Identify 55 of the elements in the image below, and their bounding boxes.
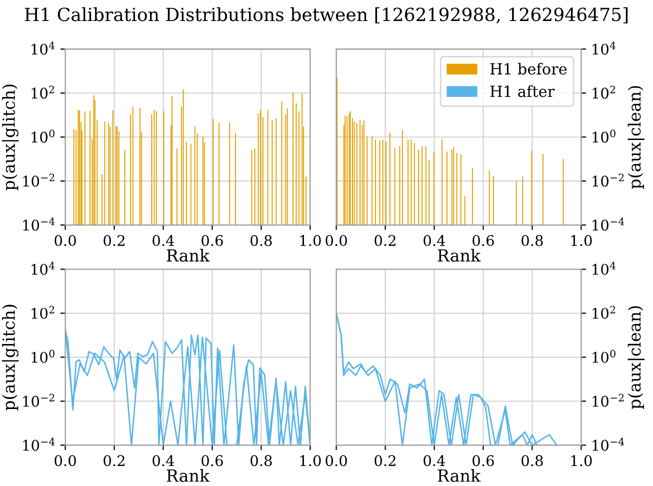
- x-axis-title: Rank: [166, 469, 210, 482]
- y-tick-label: 10$^{2}$: [32, 86, 54, 99]
- chart-title: H1 Calibration Distributions between [1262192988, 1262946475]: [24, 7, 628, 24]
- y-tick-label: 10$^{−2}$: [23, 174, 54, 187]
- x-tick-label: 1.0: [571, 455, 592, 466]
- x-tick-label: 0.4: [152, 455, 174, 466]
- y2-axis-title: p(aux|clean): [628, 306, 644, 410]
- x-tick-label: 0.0: [54, 455, 76, 466]
- legend-label: H1 before: [490, 62, 567, 75]
- y2-tick-label: 10$^{0}$: [592, 130, 616, 143]
- x-tick-label: 0.6: [202, 455, 223, 466]
- y-tick-label: 10$^{−4}$: [23, 438, 55, 451]
- x-tick-label: 1.0: [571, 235, 592, 246]
- y-tick-label: 10$^{−4}$: [23, 218, 55, 231]
- y2-tick-label: 10$^{4}$: [592, 262, 616, 275]
- x-tick-label: 1.0: [300, 235, 321, 246]
- y-axis-title: p(aux|glitch): [2, 304, 19, 410]
- y2-tick-label: 10$^{−4}$: [592, 438, 624, 451]
- x-tick-label: 0.8: [522, 235, 543, 246]
- x-axis-title: Rank: [438, 469, 481, 482]
- y2-tick-label: 10$^{2}$: [592, 86, 616, 99]
- x-tick-label: 0.8: [522, 455, 543, 466]
- x-tick-label: 0.2: [104, 235, 124, 246]
- x-tick-label: 0.0: [326, 455, 347, 466]
- y2-tick-label: 10$^{0}$: [592, 350, 616, 363]
- y2-tick-label: 10$^{−2}$: [592, 174, 624, 187]
- x-tick-label: 1.0: [300, 455, 321, 466]
- y-axis-title: p(aux|glitch): [2, 84, 19, 190]
- x-tick-label: 0.4: [424, 235, 446, 246]
- x-tick-label: 0.6: [472, 455, 494, 466]
- x-tick-label: 0.2: [104, 455, 124, 466]
- x-tick-label: 0.2: [374, 235, 396, 246]
- y2-tick-label: 10$^{2}$: [592, 306, 616, 319]
- y-tick-label: 10$^{4}$: [32, 42, 55, 55]
- x-tick-label: 0.4: [152, 235, 174, 246]
- x-axis-title: Rank: [438, 248, 481, 262]
- x-tick-label: 0.8: [250, 235, 272, 246]
- y-tick-label: 10$^{4}$: [32, 262, 55, 275]
- x-tick-label: 0.6: [202, 235, 223, 246]
- y2-tick-label: 10$^{−4}$: [592, 218, 624, 231]
- x-tick-label: 0.6: [472, 235, 494, 246]
- y-tick-label: 10$^{0}$: [32, 350, 54, 363]
- x-tick-label: 0.0: [326, 235, 347, 246]
- y2-tick-label: 10$^{−2}$: [592, 394, 624, 407]
- y2-axis-title: p(aux|clean): [628, 86, 644, 189]
- x-tick-label: 0.0: [54, 235, 76, 246]
- y-tick-label: 10$^{2}$: [32, 306, 54, 319]
- x-axis-title: Rank: [166, 248, 210, 262]
- y2-tick-label: 10$^{4}$: [592, 42, 616, 55]
- y-tick-label: 10$^{−2}$: [23, 394, 54, 407]
- y-tick-label: 10$^{0}$: [32, 130, 54, 143]
- x-tick-label: 0.8: [250, 455, 272, 466]
- legend-label: H1 after: [490, 85, 555, 98]
- x-tick-label: 0.2: [374, 455, 396, 466]
- x-tick-label: 0.4: [424, 455, 446, 466]
